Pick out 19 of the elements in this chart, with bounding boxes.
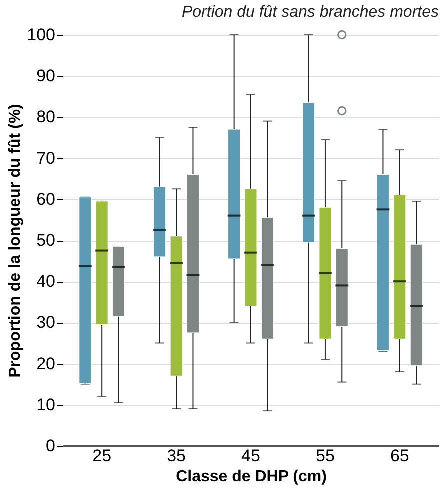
x-tick-label: 25 <box>92 446 112 466</box>
y-tick-label: 70 <box>36 148 56 168</box>
y-tick-label: 40 <box>36 272 56 292</box>
y-tick-label: 80 <box>36 108 56 127</box>
y-tick-label: 100 <box>27 26 56 44</box>
y-tick-label: 30 <box>36 313 56 332</box>
y-tick-label: 60 <box>36 190 56 209</box>
y-tick-label: 10 <box>36 395 56 414</box>
y-tick-label: 0 <box>46 436 56 456</box>
x-tick-label: 35 <box>167 446 186 466</box>
x-tick-label: 55 <box>316 446 335 466</box>
chart-title: Portion du fût sans branches mortes <box>182 4 439 21</box>
y-axis-title: Proportion de la longueur du fût (%) <box>7 104 24 378</box>
y-tick-label: 90 <box>36 66 56 86</box>
y-tick-label: 50 <box>36 231 56 250</box>
x-tick-label: 65 <box>390 446 410 466</box>
y-tick-label: 20 <box>36 354 56 374</box>
x-tick-label: 45 <box>242 446 260 466</box>
x-axis-title: Classe de DHP (cm) <box>176 468 327 486</box>
